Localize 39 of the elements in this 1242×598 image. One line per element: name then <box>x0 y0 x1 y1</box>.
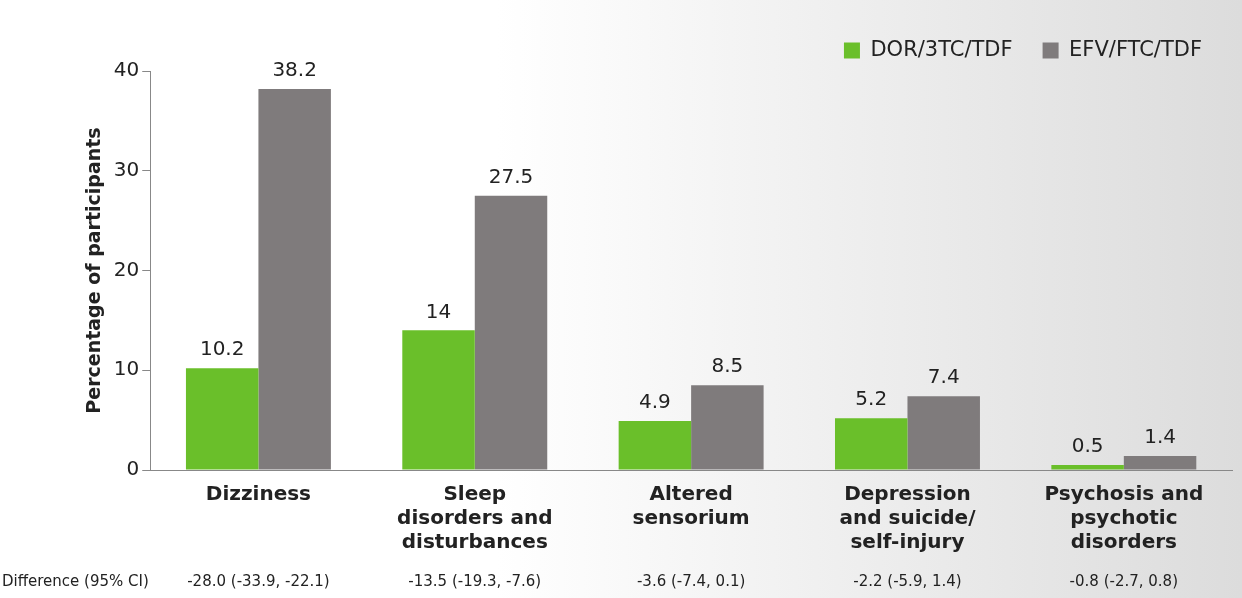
legend-label: DOR/3TC/TDF <box>870 36 1013 61</box>
y-tick-label: 40 <box>113 57 140 82</box>
bar <box>907 396 980 470</box>
bar <box>691 385 764 470</box>
text: -2.2 (-5.9, 1.4) <box>853 572 962 591</box>
y-tick-label: 30 <box>113 156 140 181</box>
x-tick-label: Depression and suicide/ self-injury <box>839 481 977 554</box>
data-label: 0.5 <box>1071 433 1104 458</box>
data-label: 38.2 <box>272 57 317 82</box>
data-label: 1.4 <box>1144 424 1176 449</box>
x-tick-label: Dizziness <box>205 481 312 506</box>
x-tick-label: Sleep disorders and disturbances <box>397 481 553 554</box>
bar <box>258 88 331 470</box>
bar <box>474 195 548 470</box>
bar <box>1051 465 1124 470</box>
y-tick-label: 20 <box>113 256 140 281</box>
bar <box>402 330 475 470</box>
data-label: 7.4 <box>927 364 960 389</box>
data-label: 8.5 <box>711 353 744 378</box>
data-label: 27.5 <box>488 163 534 188</box>
y-axis-title: Percentage of participants <box>82 127 105 414</box>
y-tick-label: 10 <box>113 356 140 381</box>
bar <box>618 421 692 470</box>
bar <box>1123 456 1197 470</box>
text: -28.0 (-33.9, -22.1) <box>187 572 330 591</box>
text: -0.8 (-2.7, 0.8) <box>1069 572 1179 591</box>
data-label: 10.2 <box>199 336 245 361</box>
legend-label: EFV/FTC/TDF <box>1069 36 1203 61</box>
bar <box>835 418 908 470</box>
x-tick-label: Altered sensorium <box>632 481 750 530</box>
y-tick-label: 0 <box>126 456 140 481</box>
text: Difference (95% CI) <box>2 572 149 591</box>
text: -13.5 (-19.3, -7.6) <box>408 572 542 591</box>
text: -3.6 (-7.4, 0.1) <box>636 572 746 591</box>
data-label: 4.9 <box>638 389 671 414</box>
data-label: 5.2 <box>855 386 888 411</box>
x-tick-label: Psychosis and psychotic disorders <box>1044 481 1204 554</box>
data-label: 14 <box>425 298 452 323</box>
bar <box>185 368 259 470</box>
